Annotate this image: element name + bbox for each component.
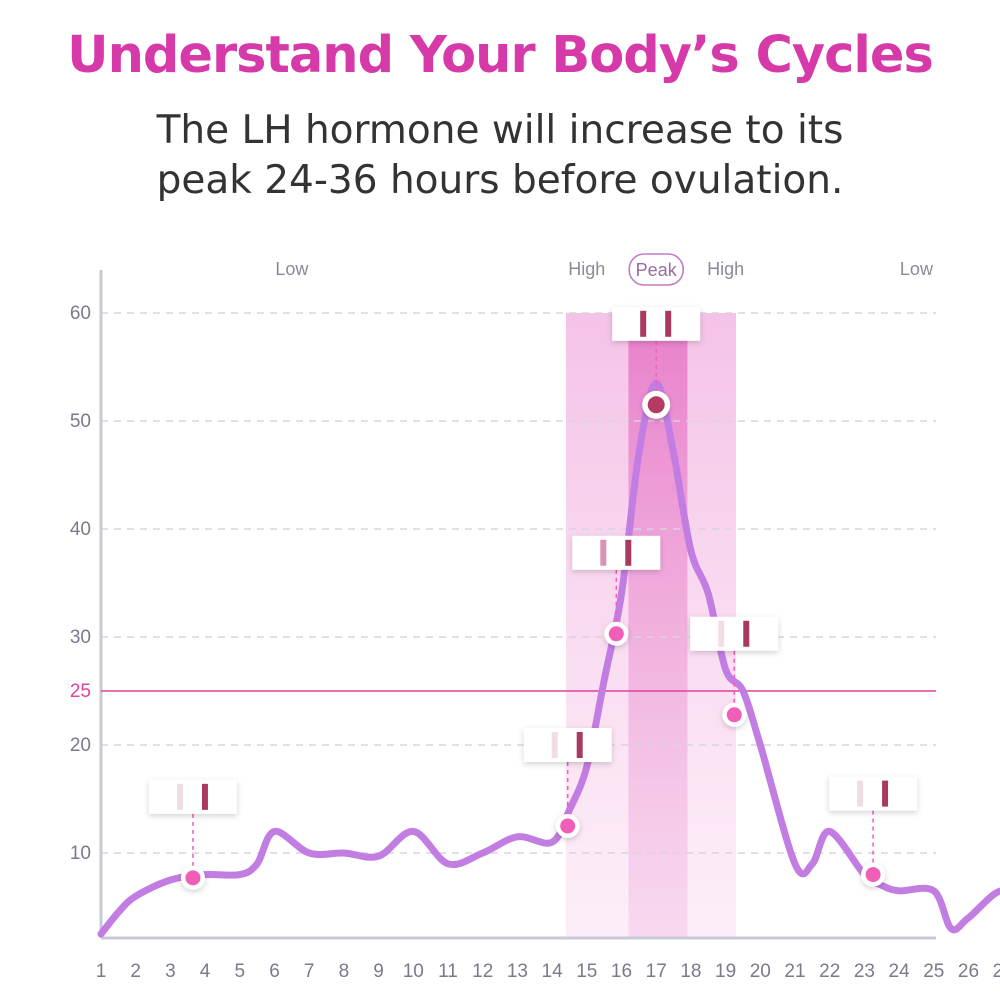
data-marker-dot [865,867,881,883]
x-tick-label-12: 12 [472,961,493,982]
subtitle-line-1: The LH hormone will increase to its [156,108,844,153]
x-tick-label-22: 22 [819,961,840,982]
x-tick-label-7: 7 [304,961,315,982]
zone-label-low-0: Low [275,259,309,279]
x-tick-label-17: 17 [646,961,667,982]
x-tick-label-14: 14 [542,961,564,982]
x-tick-label-2: 2 [130,961,141,982]
test-strip-control-line [857,780,864,807]
x-tick-label-21: 21 [784,961,805,982]
test-strip-test-line [201,783,208,810]
x-tick-label-20: 20 [750,961,771,982]
x-tick-label-4: 4 [200,961,211,982]
test-strip-card [690,616,779,651]
test-strip-card [572,535,661,570]
x-tick-label-24: 24 [889,961,911,982]
zone-label-peak: Peak [636,260,678,280]
x-tick-label-26: 26 [958,961,979,982]
threshold: 25 [70,681,936,702]
page-title: Understand Your Body’s Cycles [67,26,934,85]
x-tick-label-13: 13 [507,961,528,982]
test-strip-4 [612,306,701,419]
test-strip-1 [148,779,237,890]
subtitle-line-2: peak 24-36 hours before ovulation. [156,158,844,203]
x-tick-label-23: 23 [854,961,875,982]
test-strip-card [523,728,612,762]
test-strip-control-line [551,732,558,758]
data-marker-dot [185,870,201,886]
x-tick-label-5: 5 [235,961,246,982]
test-strips [148,306,918,890]
peak-label-pill [628,253,685,286]
x-tick-label-10: 10 [403,961,424,982]
test-strip-test-line [625,539,632,566]
page-subtitle: The LH hormone will increase to its peak… [0,106,1000,206]
y-tick-label-50: 50 [70,411,91,432]
data-marker-dot [560,818,576,834]
data-marker-dot [647,396,665,414]
y-tick-label-40: 40 [70,519,91,540]
x-tick-label-9: 9 [373,961,384,982]
lh-curve-line [97,379,1000,938]
zone-label-high-3: High [707,259,744,279]
test-strip-test-line [665,310,672,337]
test-strip-control-line [176,783,183,810]
test-strip-control-line [640,310,647,337]
y-tick-label-60: 60 [70,303,91,324]
lh-curve [97,379,1000,938]
x-tick-label-19: 19 [715,961,736,982]
x-tick-label-11: 11 [438,961,458,982]
x-tick-label-18: 18 [680,961,701,982]
y-tick-label-10: 10 [70,843,91,864]
x-tick-label-16: 16 [611,961,632,982]
test-strip-card [612,306,701,341]
test-strip-control-line [718,620,725,647]
test-strip-3 [572,535,661,646]
x-tick-label-15: 15 [576,961,597,982]
x-tick-label-1: 1 [96,961,107,982]
data-marker-dot [608,626,624,642]
test-strip-2 [523,728,612,838]
zone-label-high-1: High [568,259,605,279]
test-strip-test-line [882,780,889,807]
y-tick-label-20: 20 [70,735,91,756]
gridlines [101,312,936,854]
test-strip-5 [690,616,779,727]
x-tick-label-25: 25 [923,961,944,982]
test-strip-control-line [600,539,607,566]
x-tick-label-8: 8 [339,961,350,982]
x-tick-label-6: 6 [269,961,280,982]
test-strip-test-line [743,620,750,647]
x-tick-label-27: 27 [993,961,1000,982]
x-tick-label-3: 3 [165,961,176,982]
data-marker-dot [726,707,742,723]
zone-label-low-4: Low [900,259,934,279]
test-strip-test-line [576,732,583,758]
test-strip-6 [829,776,918,887]
test-strip-card [148,779,237,814]
y-tick-label-30: 30 [70,627,91,648]
threshold-label: 25 [70,681,91,702]
zone-labels: Low High Peak High Low [275,253,934,286]
test-strip-card [829,776,918,811]
